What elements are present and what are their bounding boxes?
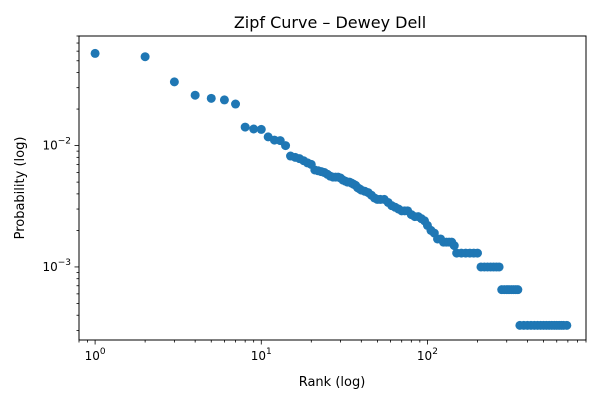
x-axis-label: Rank (log) bbox=[299, 375, 366, 390]
data-point bbox=[169, 77, 179, 87]
data-point bbox=[449, 241, 459, 251]
plot-frame bbox=[78, 35, 587, 341]
data-point bbox=[90, 48, 100, 58]
data-point bbox=[231, 99, 241, 109]
y-axis-ticks: 10−3 10−2 bbox=[42, 35, 79, 331]
data-point bbox=[140, 52, 150, 62]
x-tick-label: 102 bbox=[417, 347, 438, 363]
data-point bbox=[249, 124, 259, 134]
data-point bbox=[562, 320, 572, 330]
data-point bbox=[281, 141, 291, 151]
data-point bbox=[513, 285, 523, 295]
data-point bbox=[190, 90, 200, 100]
data-point bbox=[206, 93, 216, 103]
chart-title: Zipf Curve – Dewey Dell bbox=[234, 13, 426, 32]
x-tick-label: 101 bbox=[251, 347, 272, 363]
x-tick-label: 100 bbox=[85, 347, 106, 363]
data-point bbox=[472, 248, 482, 258]
x-axis-ticks: 100 101 102 bbox=[78, 340, 587, 363]
y-tick-label: 10−3 bbox=[42, 258, 71, 274]
data-point bbox=[240, 122, 250, 132]
data-point bbox=[256, 124, 266, 134]
data-point bbox=[494, 262, 504, 272]
scatter-points bbox=[90, 48, 572, 330]
y-axis-label: Probability (log) bbox=[13, 137, 28, 240]
data-point bbox=[219, 95, 229, 105]
y-tick-label: 10−2 bbox=[42, 137, 71, 153]
